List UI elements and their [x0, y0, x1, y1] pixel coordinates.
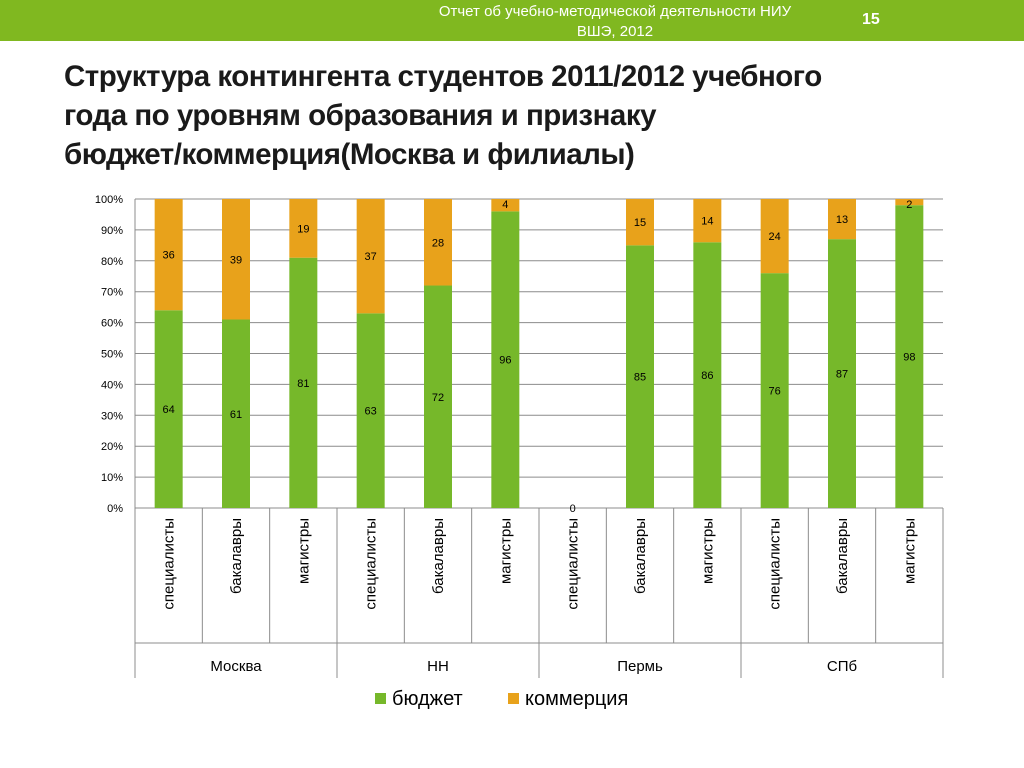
data-label-budget: 81 — [297, 378, 309, 390]
bar-commercial — [356, 199, 385, 314]
bar-budget — [424, 285, 452, 508]
bar-commercial — [222, 199, 250, 320]
data-label-commercial: 2 — [906, 199, 912, 211]
data-label-budget: 72 — [432, 392, 444, 404]
bar-budget — [626, 245, 654, 508]
y-tick-label: 60% — [101, 318, 123, 330]
bar-budget — [491, 211, 520, 509]
data-label-budget: 64 — [163, 404, 175, 416]
bar-budget — [356, 313, 385, 508]
data-label-commercial: 39 — [230, 254, 242, 266]
y-tick-label: 10% — [101, 472, 123, 484]
data-label-commercial: 15 — [634, 217, 646, 229]
category-label: магистры — [901, 518, 918, 584]
category-label: специалисты — [161, 518, 178, 610]
header-title: Отчет об учебно-методической деятельност… — [438, 3, 792, 40]
group-label: Москва — [210, 658, 262, 675]
group-label: Пермь — [617, 658, 663, 675]
category-label: магистры — [295, 518, 312, 584]
category-label: бакалавры — [430, 518, 447, 594]
category-label: бакалавры — [228, 518, 245, 594]
y-tick-label: 30% — [101, 410, 123, 422]
category-label: бакалавры — [834, 518, 851, 594]
y-tick-label: 70% — [101, 287, 123, 299]
bar-budget — [760, 273, 789, 508]
legend-label-budget: бюджет — [392, 688, 463, 710]
data-label-commercial: 24 — [769, 231, 781, 243]
bar-commercial — [289, 199, 318, 258]
y-tick-label: 20% — [101, 441, 123, 453]
bar-budget — [154, 310, 183, 508]
slide-title: Структура контингента студентов 2011/201… — [64, 60, 822, 171]
y-tick-label: 40% — [101, 379, 123, 391]
legend-swatch-budget — [375, 693, 386, 704]
data-label-commercial: 19 — [297, 223, 309, 235]
page-number: 15 — [862, 11, 880, 28]
category-label: бакалавры — [632, 518, 649, 594]
bar-budget — [895, 205, 924, 508]
data-label-budget: 96 — [499, 355, 511, 367]
data-label-commercial: 36 — [163, 250, 175, 262]
data-label-budget: 98 — [903, 352, 915, 364]
bar-budget — [693, 242, 722, 508]
bar-commercial — [895, 199, 924, 206]
bar-commercial — [828, 199, 856, 240]
bar-commercial — [760, 199, 789, 274]
bar-commercial — [424, 199, 452, 286]
data-label-budget: 0 — [570, 503, 576, 515]
legend-swatch-commercial — [508, 693, 519, 704]
group-label: СПб — [827, 658, 857, 675]
y-tick-label: 90% — [101, 225, 123, 237]
category-label: специалисты — [565, 518, 582, 610]
bar-commercial — [491, 199, 520, 212]
legend-label-commercial: коммерция — [525, 688, 628, 710]
bar-commercial — [154, 199, 183, 311]
data-label-commercial: 4 — [502, 199, 508, 211]
data-label-commercial: 28 — [432, 237, 444, 249]
y-tick-label: 50% — [101, 349, 123, 361]
header-bar: Отчет об учебно-методической деятельност… — [0, 0, 1024, 41]
data-label-commercial: 14 — [701, 216, 713, 228]
group-label: НН — [427, 658, 449, 675]
y-tick-label: 80% — [101, 256, 123, 268]
bar-budget — [289, 257, 318, 508]
data-label-budget: 63 — [365, 406, 377, 418]
category-label: специалисты — [363, 518, 380, 610]
category-label: магистры — [699, 518, 716, 584]
bar-commercial — [693, 199, 722, 243]
data-label-budget: 86 — [701, 370, 713, 382]
y-tick-label: 0% — [107, 503, 123, 515]
bar-budget — [222, 319, 250, 508]
data-label-commercial: 13 — [836, 214, 848, 226]
category-label: специалисты — [767, 518, 784, 610]
bar-budget — [828, 239, 856, 509]
data-label-commercial: 37 — [365, 251, 377, 263]
category-label: магистры — [497, 518, 514, 584]
data-label-budget: 87 — [836, 369, 848, 381]
bar-commercial — [626, 199, 654, 246]
y-tick-label: 100% — [95, 194, 123, 206]
data-label-budget: 61 — [230, 409, 242, 421]
data-label-budget: 76 — [769, 386, 781, 398]
data-label-budget: 85 — [634, 372, 646, 384]
